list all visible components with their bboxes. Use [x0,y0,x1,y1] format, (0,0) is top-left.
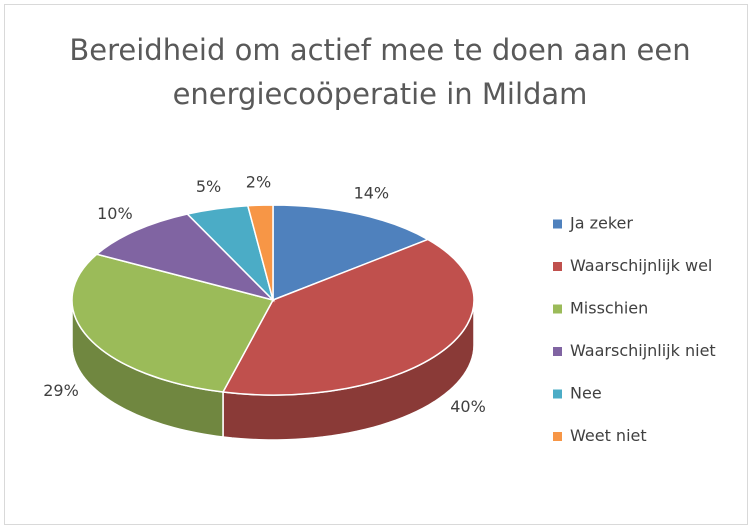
legend-label: Waarschijnlijk niet [570,341,716,360]
legend-marker [553,262,562,271]
data-label: 10% [97,204,133,223]
legend-marker [553,347,562,356]
data-label: 29% [43,381,79,400]
slice [71,253,275,393]
data-label: 14% [354,184,390,203]
legend-marker [553,389,562,399]
chart-title: Bereidheid om actief mee te doen aan een… [69,33,691,111]
slice [95,213,276,302]
legend-label: Waarschijnlijk wel [570,256,712,275]
legend-marker [553,219,562,229]
data-label: 5% [196,177,221,196]
chart-frame [4,4,748,525]
legend-label: Weet niet [570,426,647,445]
data-label: 40% [450,397,486,416]
slice [246,204,274,301]
data-label: 2% [246,173,271,192]
slice [221,238,475,396]
legend-label: Nee [570,384,602,403]
slice [272,204,430,302]
legend-marker [553,304,562,314]
legend-marker [553,432,562,441]
legend-label: Misschien [570,299,648,318]
legend-label: Ja zeker [569,214,633,233]
